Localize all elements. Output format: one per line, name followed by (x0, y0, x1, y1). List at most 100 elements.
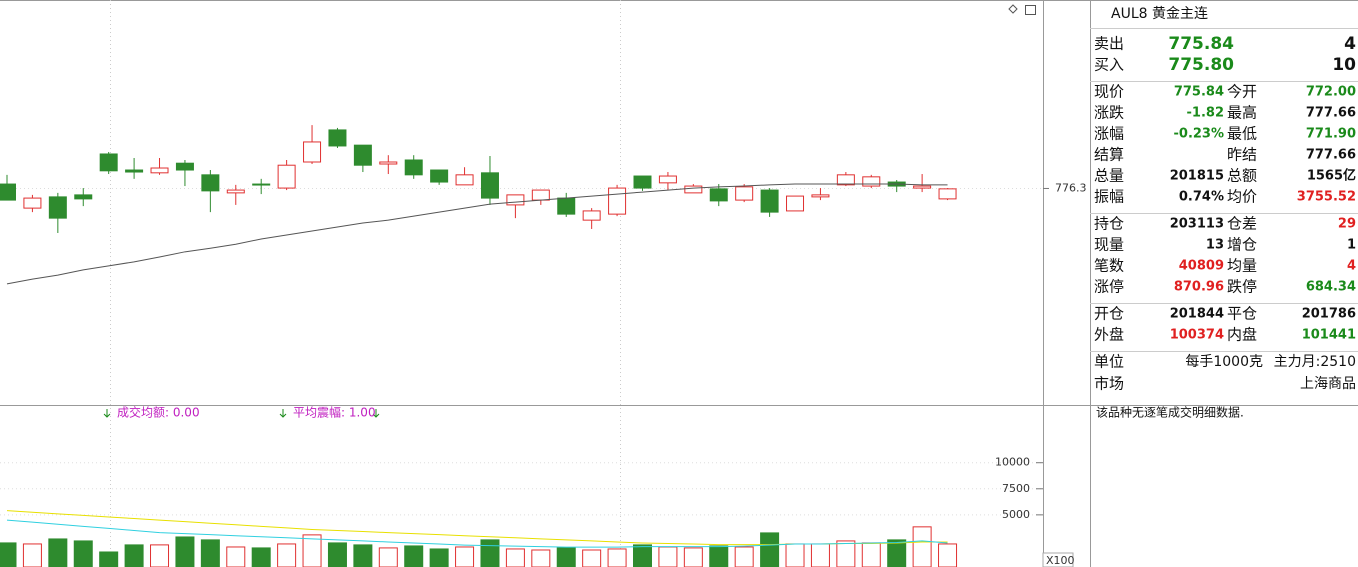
candle-body (684, 185, 703, 194)
candle-body (328, 129, 347, 147)
quote-qty: 10 (1332, 55, 1356, 75)
field-label: 笔数 (1094, 257, 1124, 275)
field-label: 均价 (1227, 188, 1257, 206)
field-label: 开仓 (1094, 305, 1124, 323)
candle-body (430, 169, 449, 183)
candle-body (404, 159, 423, 176)
volume-bar (683, 547, 703, 567)
candle-body (658, 175, 677, 184)
icon-window[interactable] (1025, 5, 1036, 15)
field-label: 仓差 (1227, 215, 1257, 233)
indicator-arrows (103, 409, 380, 418)
candle-body (175, 162, 194, 171)
field-label: 总量 (1094, 167, 1124, 185)
candle-body (531, 189, 550, 201)
volume-bar (378, 547, 398, 567)
volume-bar (251, 547, 271, 567)
field-value: 上海商品 (1300, 376, 1356, 392)
field-label: 今开 (1227, 83, 1257, 101)
volume-bar (633, 544, 652, 567)
volume-bar (556, 547, 576, 567)
candle-body (913, 185, 932, 189)
volume-bar (455, 546, 475, 567)
volume-bar (505, 548, 525, 567)
field-value: 101441 (1302, 328, 1356, 343)
candle-body (0, 183, 16, 201)
volume-bar (810, 543, 830, 567)
volume-bar (861, 542, 881, 567)
field-value: 772.00 (1306, 85, 1356, 100)
field-value: 201815 (1170, 169, 1224, 184)
volume-bar (582, 549, 602, 567)
volume-bar (531, 549, 551, 567)
volume-average (6, 510, 948, 546)
volume-bar (836, 540, 856, 567)
volume-bar (175, 536, 195, 567)
field-value: 775.84 (1174, 85, 1224, 100)
field-label: 最低 (1227, 125, 1257, 143)
field-value: 100374 (1170, 328, 1224, 343)
field-label: 最高 (1227, 104, 1257, 122)
field-label: 涨停 (1094, 278, 1124, 296)
volume-bar (734, 546, 754, 567)
volume-bar (150, 544, 170, 567)
field-value: 0.74% (1179, 190, 1224, 205)
candle-body (836, 174, 855, 186)
field-value: 771.90 (1306, 127, 1356, 142)
candle-body (125, 169, 144, 173)
note: 该品种无逐笔成交明细数据. (1096, 405, 1244, 420)
candle-body (760, 189, 779, 213)
volume-bar (887, 539, 907, 567)
candle-body (557, 197, 576, 215)
volume-bar (22, 543, 42, 567)
candle-body (582, 210, 601, 221)
field-value: 40809 (1179, 259, 1224, 274)
field-value: 201844 (1170, 307, 1224, 322)
candle-body (633, 175, 652, 189)
candle-body (201, 174, 220, 192)
volume-bar (607, 548, 627, 567)
candle-body (938, 188, 957, 200)
indicator-label: 成交均额: 0.00 (117, 405, 200, 420)
field-value: 4 (1347, 259, 1356, 274)
field-value: 777.66 (1306, 148, 1356, 163)
volume-bar (785, 543, 805, 567)
candle-body (303, 141, 322, 163)
field-value: 3755.52 (1297, 190, 1356, 205)
candle-body (709, 188, 728, 202)
field-value: 1565亿 (1307, 168, 1356, 184)
indicator-label: 平均震幅: 1.00 (293, 405, 376, 420)
field-label: 内盘 (1227, 326, 1257, 344)
field-value: 684.34 (1306, 280, 1356, 295)
volume-bar (912, 526, 932, 567)
volume-bar (353, 544, 373, 567)
volume-bar (404, 545, 424, 567)
candle-body (74, 194, 93, 200)
moving-average (6, 183, 948, 285)
unit-label: X100 (1046, 554, 1075, 567)
quote-label: 卖出 (1094, 35, 1124, 53)
volume-bar (302, 534, 322, 567)
volume-bar (99, 551, 119, 567)
candle-body (480, 172, 499, 199)
candle-body (99, 153, 118, 172)
y-tick-label: 776.3 (1055, 181, 1087, 194)
quote-title: AUL8 黄金主连 (1111, 5, 1208, 22)
candle-body (506, 194, 525, 206)
field-value: 每手1000克 (1185, 354, 1263, 370)
field-label: 跌停 (1227, 278, 1257, 296)
volume-bar (277, 543, 297, 567)
volume-bar (200, 539, 220, 567)
field-label: 增仓 (1227, 236, 1257, 254)
candle-body (23, 197, 42, 209)
volume-bar (124, 544, 144, 567)
y-tick-label: 10000 (995, 456, 1030, 469)
field-label: 平仓 (1227, 305, 1257, 323)
volume-bar (226, 546, 246, 567)
field-value: 777.66 (1306, 106, 1356, 121)
field-value: 201786 (1302, 307, 1356, 322)
unit-box (1042, 552, 1074, 567)
icon-diamond[interactable] (1008, 4, 1018, 14)
field-label: 现价 (1094, 83, 1124, 101)
field-label: 均量 (1227, 257, 1257, 275)
